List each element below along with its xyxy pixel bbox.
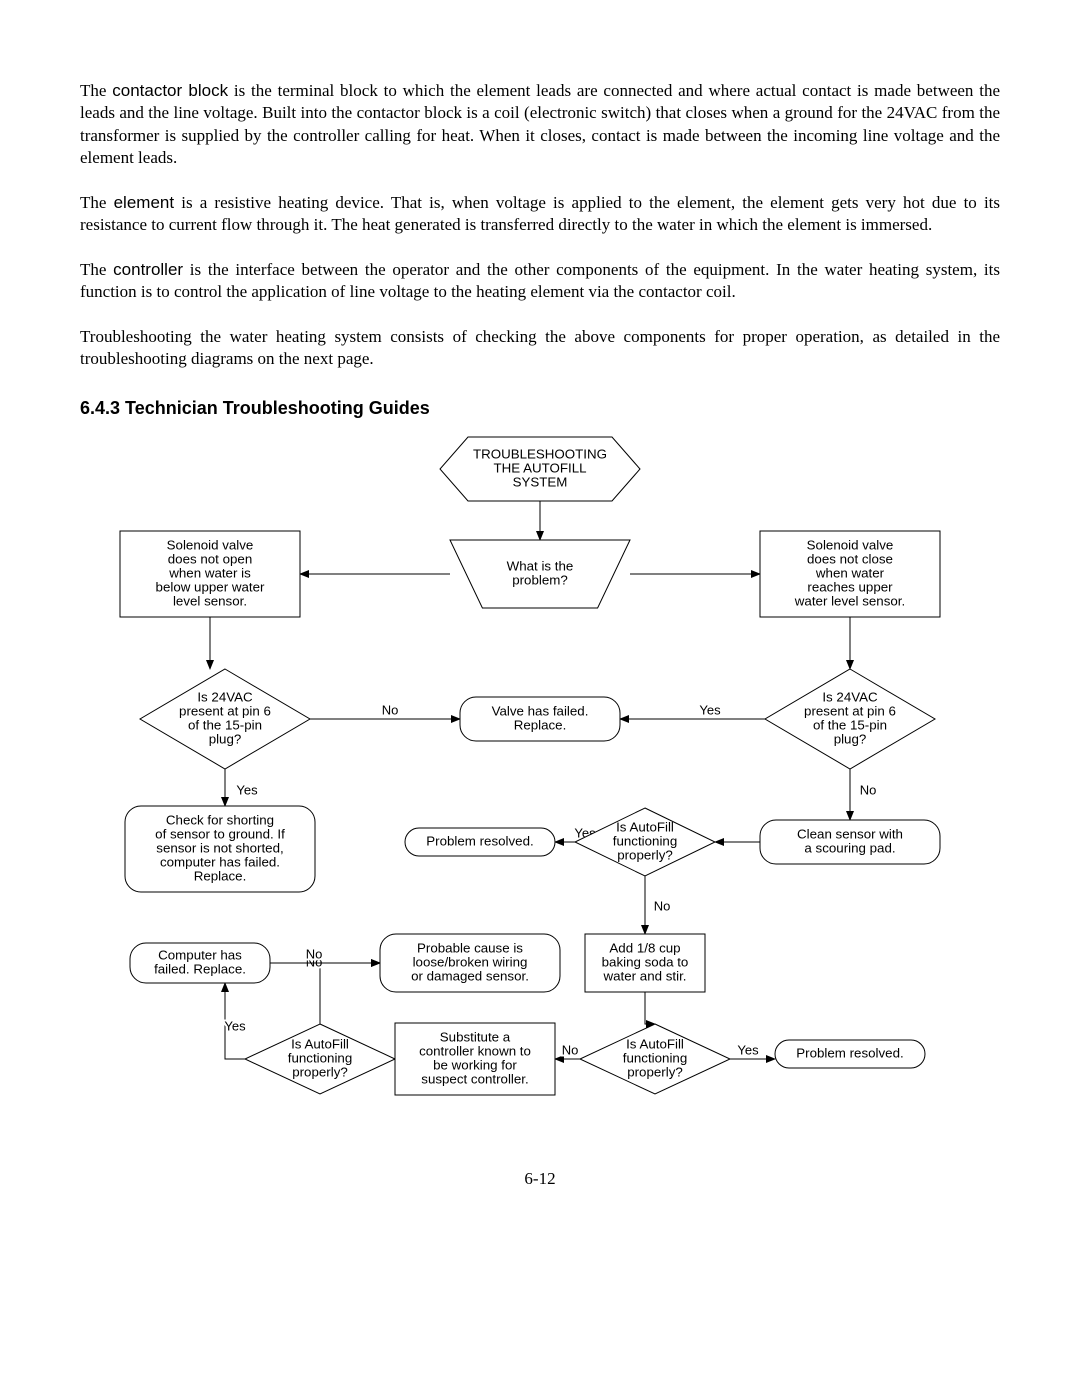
svg-text:level sensor.: level sensor.	[173, 594, 247, 609]
svg-text:suspect controller.: suspect controller.	[421, 1072, 528, 1087]
svg-text:Is AutoFill: Is AutoFill	[616, 820, 674, 835]
svg-text:functioning: functioning	[623, 1051, 687, 1066]
svg-text:does not open: does not open	[168, 552, 253, 567]
svg-text:No: No	[860, 783, 877, 798]
svg-text:Probable cause is: Probable cause is	[417, 941, 523, 956]
svg-text:No: No	[306, 947, 323, 962]
svg-text:Replace.: Replace.	[514, 718, 567, 733]
svg-text:computer has failed.: computer has failed.	[160, 855, 280, 870]
paragraph-controller: The controller is the interface between …	[80, 259, 1000, 304]
svg-text:No: No	[654, 899, 671, 914]
svg-text:Computer has: Computer has	[158, 948, 242, 963]
svg-text:THE AUTOFILL: THE AUTOFILL	[493, 461, 586, 476]
svg-text:does not close: does not close	[807, 552, 893, 567]
svg-text:sensor is not shorted,: sensor is not shorted,	[156, 841, 283, 856]
svg-text:reaches upper: reaches upper	[807, 580, 893, 595]
svg-text:present at pin 6: present at pin 6	[804, 704, 896, 719]
svg-text:Clean sensor with: Clean sensor with	[797, 827, 903, 842]
svg-text:Add 1/8 cup: Add 1/8 cup	[609, 941, 680, 956]
svg-text:No: No	[382, 703, 399, 718]
svg-text:Problem resolved.: Problem resolved.	[796, 1046, 903, 1061]
svg-text:be working for: be working for	[433, 1058, 517, 1073]
term-contactor-block: contactor block	[112, 81, 228, 100]
svg-text:of the 15-pin: of the 15-pin	[813, 718, 887, 733]
svg-text:Check for shorting: Check for shorting	[166, 813, 274, 828]
svg-text:Solenoid valve: Solenoid valve	[807, 538, 894, 553]
svg-text:Is 24VAC: Is 24VAC	[822, 690, 878, 705]
svg-text:a scouring pad.: a scouring pad.	[804, 841, 895, 856]
svg-text:plug?: plug?	[834, 732, 867, 747]
svg-text:when water: when water	[815, 566, 885, 581]
flowchart-autofill: NoNoYesYesYesYesNoNoYesYesNoNoYesYesNoNo…	[80, 429, 1000, 1129]
svg-text:Is 24VAC: Is 24VAC	[197, 690, 253, 705]
svg-text:No: No	[562, 1043, 579, 1058]
svg-text:Is AutoFill: Is AutoFill	[626, 1037, 684, 1052]
text: The	[80, 81, 112, 100]
svg-text:SYSTEM: SYSTEM	[513, 475, 568, 490]
svg-text:when water is: when water is	[168, 566, 251, 581]
text: is a resistive heating device. That is, …	[80, 193, 1000, 234]
paragraph-contactor: The contactor block is the terminal bloc…	[80, 80, 1000, 170]
svg-text:properly?: properly?	[617, 848, 673, 863]
svg-text:problem?: problem?	[512, 573, 568, 588]
text: The	[80, 260, 113, 279]
section-heading: 6.4.3 Technician Troubleshooting Guides	[80, 398, 1000, 419]
svg-text:Yes: Yes	[699, 703, 721, 718]
svg-text:Is AutoFill: Is AutoFill	[291, 1037, 349, 1052]
svg-text:What is the: What is the	[507, 559, 574, 574]
svg-text:Solenoid valve: Solenoid valve	[167, 538, 254, 553]
svg-text:present at pin 6: present at pin 6	[179, 704, 271, 719]
paragraph-troubleshooting: Troubleshooting the water heating system…	[80, 326, 1000, 371]
svg-text:functioning: functioning	[613, 834, 677, 849]
svg-text:or damaged sensor.: or damaged sensor.	[411, 969, 529, 984]
svg-text:of sensor to ground. If: of sensor to ground. If	[155, 827, 285, 842]
text: The	[80, 193, 114, 212]
text: is the interface between the operator an…	[80, 260, 1000, 301]
svg-text:Substitute a: Substitute a	[440, 1030, 511, 1045]
svg-text:functioning: functioning	[288, 1051, 352, 1066]
svg-text:failed. Replace.: failed. Replace.	[154, 962, 246, 977]
svg-text:loose/broken wiring: loose/broken wiring	[413, 955, 528, 970]
svg-text:properly?: properly?	[292, 1065, 348, 1080]
svg-text:baking soda to: baking soda to	[602, 955, 689, 970]
svg-text:Yes: Yes	[737, 1043, 759, 1058]
paragraph-element: The element is a resistive heating devic…	[80, 192, 1000, 237]
svg-text:TROUBLESHOOTING: TROUBLESHOOTING	[473, 447, 607, 462]
svg-text:Problem resolved.: Problem resolved.	[426, 834, 533, 849]
svg-text:Yes: Yes	[224, 1019, 246, 1034]
svg-text:of the 15-pin: of the 15-pin	[188, 718, 262, 733]
svg-text:water level sensor.: water level sensor.	[794, 594, 905, 609]
svg-text:Yes: Yes	[236, 783, 258, 798]
svg-text:properly?: properly?	[627, 1065, 683, 1080]
svg-text:Replace.: Replace.	[194, 869, 247, 884]
svg-text:below upper water: below upper water	[156, 580, 265, 595]
page-number: 6-12	[80, 1169, 1000, 1189]
svg-text:plug?: plug?	[209, 732, 242, 747]
svg-text:Valve has failed.: Valve has failed.	[492, 704, 589, 719]
term-element: element	[114, 193, 174, 212]
svg-text:water and stir.: water and stir.	[603, 969, 687, 984]
term-controller: controller	[113, 260, 183, 279]
svg-text:controller known to: controller known to	[419, 1044, 531, 1059]
